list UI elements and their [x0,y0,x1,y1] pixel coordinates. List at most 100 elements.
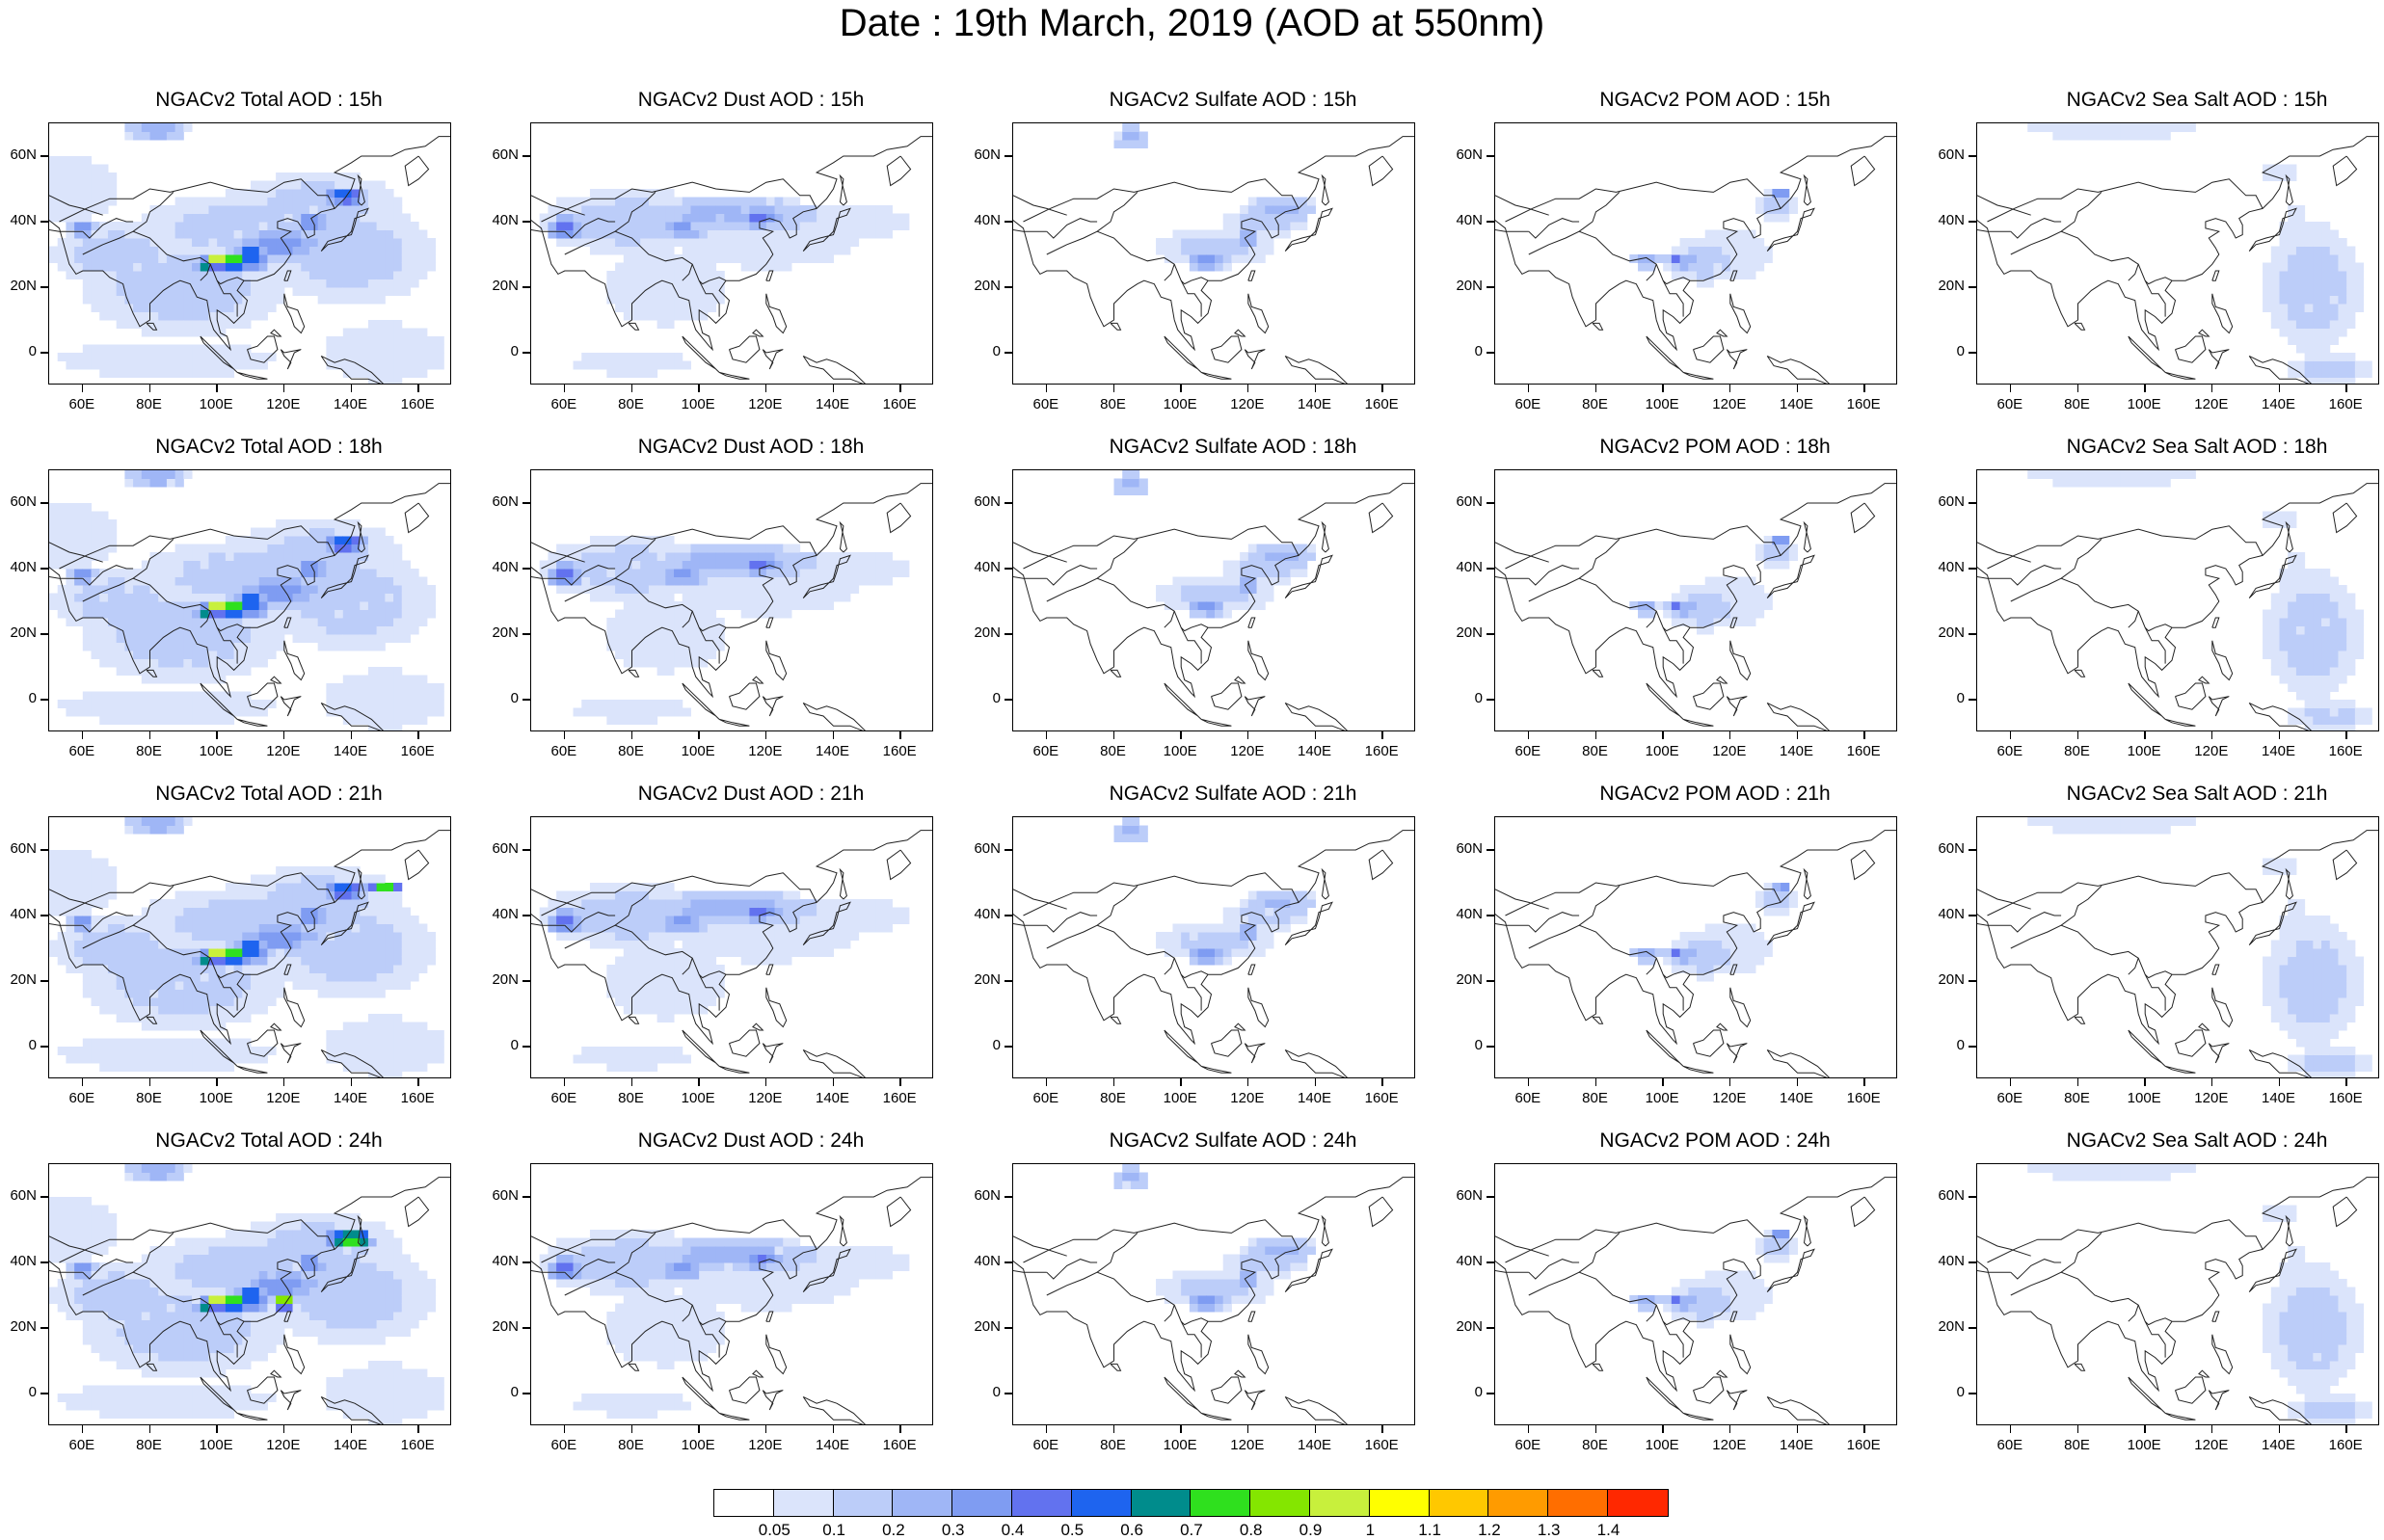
aod-cell [749,214,758,223]
aod-cell [368,899,377,908]
aod-cell [2321,708,2330,717]
coastline [719,719,749,726]
aod-cell [208,1063,217,1072]
aod-cell [2346,594,2355,602]
aod-cell [208,544,217,553]
aod-cell [2086,132,2095,141]
aod-cell [142,329,150,337]
aod-cell [293,883,302,891]
aod-cell [242,214,251,223]
aod-cell [201,205,209,214]
aod-cell [192,916,201,924]
aod-cell [251,981,259,990]
aod-cell [142,470,150,479]
aod-cell [418,941,427,949]
aod-cell [2330,254,2339,263]
aod-cell [402,626,411,635]
aod-cell [385,924,393,933]
aod-cell [2338,320,2346,329]
aod-cell [117,353,125,361]
aod-cell [108,263,117,272]
aod-cell [124,594,133,602]
aod-cell [192,981,201,990]
aod-cell [251,222,259,230]
lat-tick-mark [1969,221,1976,223]
aod-cell [690,205,699,214]
aod-cell [318,222,327,230]
aod-cell [640,973,649,982]
aod-cell [267,883,276,891]
aod-cell [377,601,386,610]
aod-cell [427,610,436,619]
aod-cell [83,990,92,998]
aod-cell [83,601,92,610]
aod-cell [2296,577,2305,586]
aod-cell [175,948,184,957]
aod-cell [124,312,133,321]
aod-cell [2129,470,2137,479]
aod-cell [133,470,142,479]
lat-tick-label: 60N [1444,493,1483,510]
aod-cell [352,287,361,296]
aod-cell [360,189,368,198]
aod-cell [226,1014,234,1022]
aod-cell [783,214,791,223]
aod-cell [368,181,377,190]
aod-cell [690,214,699,223]
aod-cell [251,238,259,247]
aod-cell [683,569,691,577]
aod-cell [791,544,800,553]
aod-cell [716,230,725,239]
aod-cell [242,585,251,594]
aod-cell [410,941,418,949]
aod-cell [293,238,302,247]
aod-cell [293,981,302,990]
aod-cell [49,156,58,165]
aod-cell [293,287,302,296]
aod-cell [2120,132,2129,141]
aod-cell [2296,345,2305,354]
aod-cell [393,965,402,973]
aod-cell [192,965,201,973]
aod-cell [418,361,427,370]
aod-cell [49,941,58,949]
aod-cell [393,981,402,990]
aod-cell [226,198,234,206]
aod-cell [632,916,641,924]
aod-cell [335,569,343,577]
aod-cell [690,561,699,570]
aod-cell [649,1047,657,1055]
aod-cell [158,1006,167,1015]
aod-cell [1273,552,1282,561]
aod-cell [2346,618,2355,626]
lon-tick-label: 140E [2262,743,2295,759]
aod-cell [158,329,167,337]
aod-cell [74,585,83,594]
aod-cell [1764,198,1773,206]
aod-cell [142,708,150,717]
aod-cell [259,230,268,239]
aod-cell [2288,329,2296,337]
aod-cell [699,577,708,586]
aod-cell [410,932,418,941]
aod-cell [590,924,599,933]
aod-cell [741,198,750,206]
aod-cell [201,716,209,725]
aod-cell [242,198,251,206]
aod-cell [1231,247,1240,255]
aod-cell [226,271,234,279]
aod-cell [326,941,335,949]
aod-cell [124,569,133,577]
aod-cell [1273,577,1282,586]
lat-tick-mark [1004,633,1012,635]
aod-cell [1290,561,1299,570]
lat-tick-label: 20N [0,624,37,641]
aod-cell [183,569,192,577]
aod-cell [2321,279,2330,288]
aod-cell [142,610,150,619]
aod-cell [2338,725,2346,732]
aod-cell [1680,585,1689,594]
aod-cell [1206,585,1215,594]
aod-cell [158,577,167,586]
aod-cell [1722,271,1730,279]
